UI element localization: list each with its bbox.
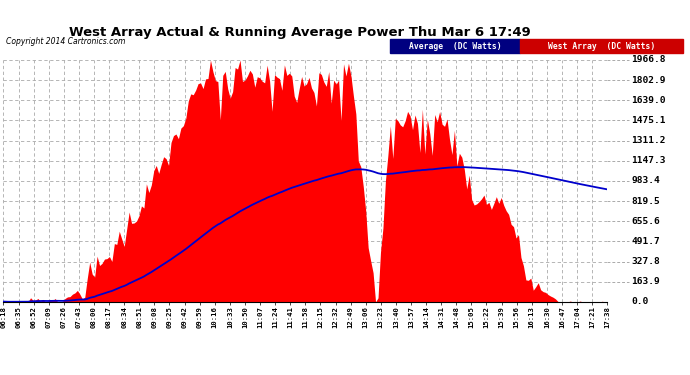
- Text: Average  (DC Watts): Average (DC Watts): [408, 42, 502, 51]
- Text: 163.9: 163.9: [631, 277, 660, 286]
- Text: 1147.3: 1147.3: [631, 156, 665, 165]
- Text: 0.0: 0.0: [631, 297, 649, 306]
- Text: 327.8: 327.8: [631, 257, 660, 266]
- Bar: [520, 39, 683, 53]
- Text: West Array Actual & Running Average Power Thu Mar 6 17:49: West Array Actual & Running Average Powe…: [69, 26, 531, 39]
- Text: 1475.1: 1475.1: [631, 116, 665, 125]
- Bar: [390, 39, 520, 53]
- Text: 1311.2: 1311.2: [631, 136, 665, 145]
- Text: West Array  (DC Watts): West Array (DC Watts): [548, 42, 656, 51]
- Text: 655.6: 655.6: [631, 217, 660, 226]
- Text: 983.4: 983.4: [631, 177, 660, 186]
- Text: 1639.0: 1639.0: [631, 96, 665, 105]
- Text: 819.5: 819.5: [631, 196, 660, 206]
- Text: 1966.8: 1966.8: [631, 56, 665, 64]
- Text: 1802.9: 1802.9: [631, 76, 665, 85]
- Text: Copyright 2014 Cartronics.com: Copyright 2014 Cartronics.com: [6, 37, 125, 46]
- Text: 491.7: 491.7: [631, 237, 660, 246]
